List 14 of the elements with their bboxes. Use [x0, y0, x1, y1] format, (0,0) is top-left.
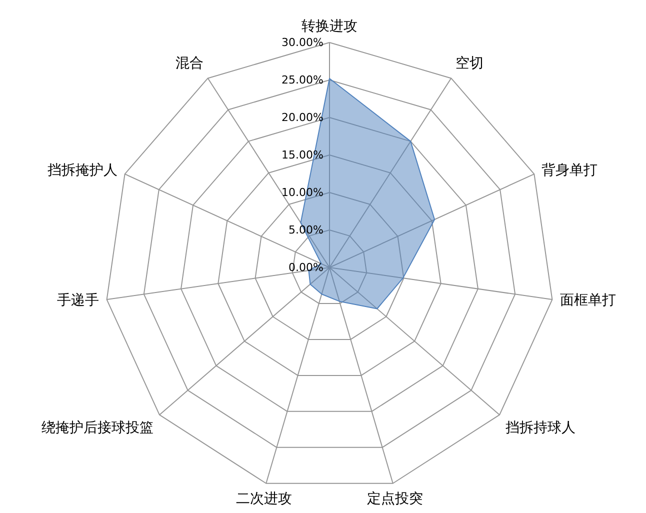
spoke-label: 挡拆掩护人	[48, 162, 118, 179]
spoke-label: 面框单打	[560, 292, 616, 309]
y-tick-label: 5.00%	[288, 224, 324, 236]
spoke-label: 空切	[455, 55, 484, 72]
spoke-label: 背身单打	[541, 162, 598, 179]
spoke-label: 转换进攻	[302, 18, 358, 34]
spoke-label: 混合	[176, 55, 204, 72]
spoke-label: 手递手	[56, 292, 99, 309]
y-tick-label: 25.00%	[282, 74, 324, 86]
spoke-label: 挡拆持球人	[506, 420, 576, 436]
spoke-label: 绕掩护后接球投篮	[41, 420, 154, 436]
y-tick-label: 30.00%	[282, 36, 324, 49]
spoke-label: 二次进攻	[236, 491, 292, 508]
spoke-label: 定点投突	[367, 491, 424, 508]
